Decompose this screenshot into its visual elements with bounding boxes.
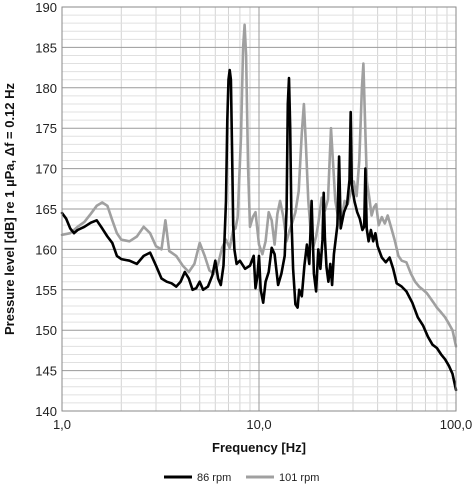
series-layer xyxy=(60,23,458,392)
legend: 86 rpm 101 rpm xyxy=(164,472,319,484)
series-line-86-rpm xyxy=(60,68,458,392)
x-tick-label: 100,0 xyxy=(440,417,473,432)
y-tick-label: 185 xyxy=(35,40,57,55)
y-tick-label: 160 xyxy=(35,242,57,257)
x-axis-tick-labels: 1,0 10,0 100,0 xyxy=(53,417,472,432)
legend-label-101rpm: 101 rpm xyxy=(279,472,319,484)
x-tick-label: 10,0 xyxy=(246,417,271,432)
y-tick-label: 140 xyxy=(35,404,57,419)
y-tick-label: 175 xyxy=(35,121,57,136)
y-tick-label: 155 xyxy=(35,283,57,298)
y-tick-label: 170 xyxy=(35,162,57,177)
y-axis-title: Pressure level [dB] re 1 µPa, Δf = 0.12 … xyxy=(2,82,17,335)
y-axis-tick-labels: 140 145 150 155 160 165 170 175 180 185 190 xyxy=(35,0,57,419)
plot-frame xyxy=(61,6,457,412)
y-tick-label: 145 xyxy=(35,364,57,379)
x-axis-title: Frequency [Hz] xyxy=(212,440,306,455)
y-tick-label: 150 xyxy=(35,323,57,338)
y-tick-label: 180 xyxy=(35,81,57,96)
series-line-101-rpm xyxy=(60,23,458,348)
x-tick-label: 1,0 xyxy=(53,417,71,432)
y-tick-label: 190 xyxy=(35,0,57,15)
y-tick-label: 165 xyxy=(35,202,57,217)
legend-label-86rpm: 86 rpm xyxy=(197,472,231,484)
